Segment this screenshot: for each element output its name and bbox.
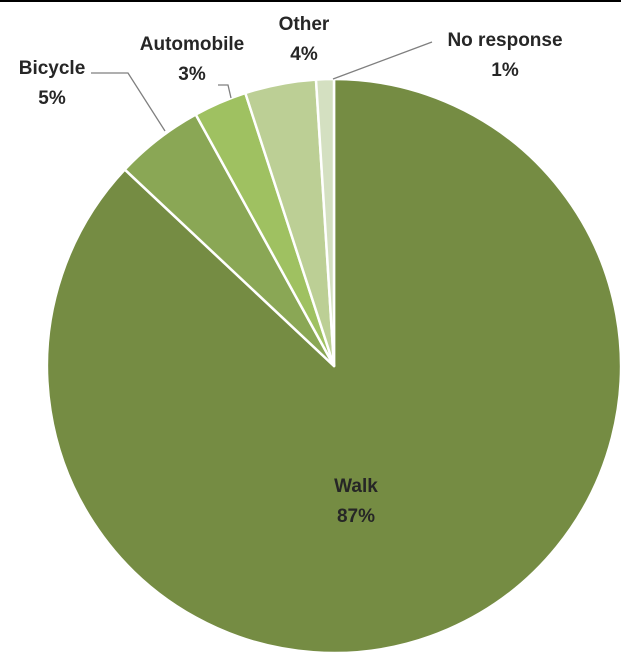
data-label-name: Walk: [334, 476, 378, 497]
leader-line-no-response: [332, 41, 433, 80]
leader-line-bicycle: [91, 72, 166, 132]
data-labels: Walk 87% Bicycle 5% Automobile 3% Other 4% No re…: [19, 14, 563, 527]
leader-lines: [91, 41, 433, 132]
data-label-value: 3%: [178, 64, 206, 85]
data-label-value: 4%: [290, 44, 318, 65]
leader-line-automobile: [218, 84, 232, 99]
data-label-bicycle: Bicycle 5%: [19, 58, 86, 109]
data-label-name: Bicycle: [19, 58, 86, 79]
data-label-name: No response: [447, 30, 562, 51]
pie-slices: [45, 77, 621, 655]
data-label-value: 5%: [38, 88, 66, 109]
data-label-walk: Walk 87%: [334, 476, 378, 527]
data-label-no-response: No response 1%: [447, 30, 562, 81]
data-label-name: Other: [279, 14, 330, 35]
data-label-other: Other 4%: [279, 14, 330, 65]
data-label-value: 87%: [337, 506, 375, 527]
data-label-value: 1%: [491, 60, 519, 81]
data-label-name: Automobile: [140, 34, 245, 55]
data-label-automobile: Automobile 3%: [140, 34, 245, 85]
